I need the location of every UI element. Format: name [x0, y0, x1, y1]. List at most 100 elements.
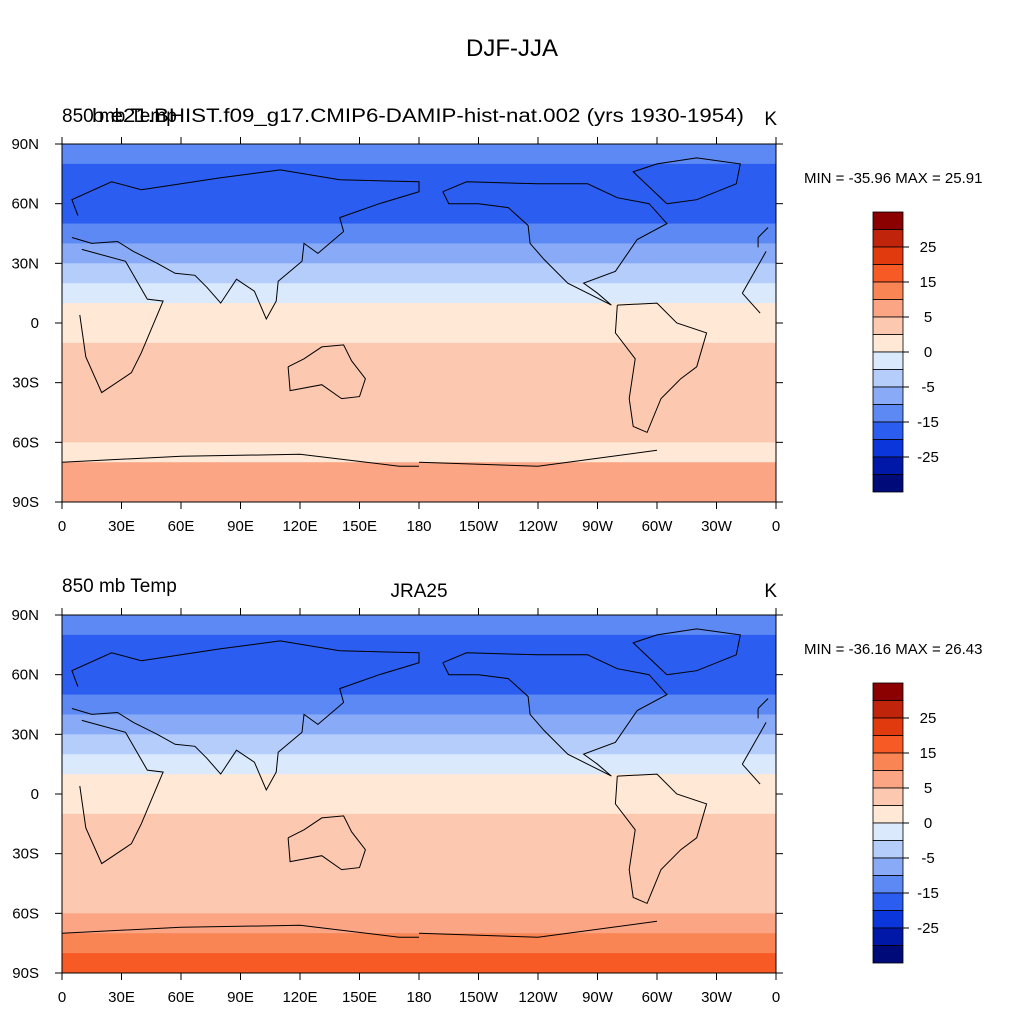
colorbar-swatch [872, 927, 904, 946]
colorbar-swatch [872, 369, 904, 388]
coastline [632, 628, 741, 676]
coastline [614, 302, 708, 434]
y-tick-label: 30N [11, 255, 39, 272]
coastline [71, 169, 420, 321]
x-tick-label: 0 [772, 989, 780, 1006]
colorbar-swatch [872, 752, 904, 771]
colorbar-label: -5 [921, 850, 934, 867]
zonal-band [62, 694, 776, 715]
coastline [79, 248, 164, 394]
panel-top: 850 mb Temp b.e21.BHIST.f09_g17.CMIP6-DA… [11, 106, 982, 535]
panel-bottom-stats: MIN = -36.16 MAX = 26.43 [804, 641, 982, 658]
y-tick-label: 90S [12, 965, 39, 982]
zonal-band [62, 794, 776, 815]
coastline [442, 652, 668, 777]
panel-top-colorbar: 25 15 5 0 -5 -15 -25 [872, 211, 939, 493]
zonal-band [62, 283, 776, 304]
x-tick-label: 150W [459, 518, 499, 535]
colorbar-label: 5 [924, 309, 932, 326]
colorbar-swatch [872, 682, 904, 701]
colorbar-label: -15 [917, 414, 939, 431]
x-tick-label: 60E [168, 989, 195, 1006]
colorbar-swatch [872, 211, 904, 230]
x-tick-label: 30W [701, 989, 733, 1006]
colorbar-swatch [872, 316, 904, 335]
x-tick-label: 120W [518, 989, 558, 1006]
zonal-band [62, 933, 776, 954]
x-tick-label: 60W [642, 989, 674, 1006]
zonal-band [62, 774, 776, 795]
zonal-band [62, 442, 776, 463]
colorbar-swatch [872, 456, 904, 475]
coastline [79, 719, 164, 865]
colorbar-swatch [872, 386, 904, 405]
coastline [741, 292, 761, 314]
x-tick-label: 90E [227, 518, 254, 535]
y-tick-label: 90S [12, 494, 39, 511]
x-tick-label: 90E [227, 989, 254, 1006]
panel-top-coastlines [61, 157, 769, 467]
zonal-band [62, 323, 776, 344]
x-tick-label: 150E [342, 518, 377, 535]
colorbar-label: 15 [920, 745, 937, 762]
zonal-band [62, 263, 776, 284]
colorbar-swatch [872, 840, 904, 859]
y-tick-label: 60S [12, 905, 39, 922]
x-tick-label: 120W [518, 518, 558, 535]
coastline [741, 722, 767, 765]
zonal-band [62, 243, 776, 264]
colorbar-swatch [872, 945, 904, 964]
y-tick-label: 90N [11, 607, 39, 624]
colorbar-label: -5 [921, 379, 934, 396]
coastline [741, 251, 767, 294]
x-tick-label: 0 [772, 518, 780, 535]
x-tick-label: 30E [108, 989, 135, 1006]
coastline [418, 449, 658, 467]
zonal-band [62, 734, 776, 755]
colorbar-swatch [872, 334, 904, 353]
colorbar-label: -25 [917, 449, 939, 466]
colorbar-swatch [872, 700, 904, 719]
colorbar-swatch [872, 735, 904, 754]
panel-bottom-center-title: JRA25 [390, 581, 447, 602]
x-tick-label: 60W [642, 518, 674, 535]
colorbar-swatch [872, 822, 904, 841]
x-tick-label: 120E [282, 518, 317, 535]
colorbar-swatch [872, 892, 904, 911]
zonal-band [62, 833, 776, 855]
page-title: DJF-JJA [466, 35, 558, 62]
x-tick-label: 0 [58, 989, 66, 1006]
zonal-band [62, 422, 776, 443]
colorbar-swatch [872, 299, 904, 318]
x-tick-label: 180 [406, 989, 431, 1006]
x-tick-label: 150E [342, 989, 377, 1006]
y-tick-label: 90N [11, 136, 39, 153]
zonal-band [62, 714, 776, 735]
y-tick-label: 30N [11, 726, 39, 743]
x-tick-label: 30W [701, 518, 733, 535]
panel-top-case-title: b.e21.BHIST.f09_g17.CMIP6-DAMIP-hist-nat… [92, 106, 744, 127]
colorbar-swatch [872, 717, 904, 736]
zonal-band [62, 674, 776, 696]
colorbar-swatch [872, 857, 904, 876]
x-tick-label: 90W [582, 989, 614, 1006]
colorbar-swatch [872, 351, 904, 370]
colorbar-swatch [872, 805, 904, 824]
x-tick-label: 150W [459, 989, 499, 1006]
colorbar-label: 0 [924, 344, 932, 361]
y-tick-label: 60N [11, 196, 39, 213]
coastline [61, 924, 419, 938]
y-tick-label: 30S [12, 375, 39, 392]
zonal-band [62, 893, 776, 914]
zonal-band [62, 163, 776, 185]
panel-top-map [62, 144, 776, 503]
y-tick-label: 0 [31, 786, 39, 803]
x-tick-label: 120E [282, 989, 317, 1006]
panel-bottom-colorbar: 25 15 5 0 -5 -15 -25 [872, 682, 939, 964]
coastline [418, 920, 658, 938]
zonal-band [62, 853, 776, 875]
panel-top-units: K [764, 109, 777, 130]
colorbar-swatch [872, 439, 904, 458]
coastline [614, 773, 708, 905]
